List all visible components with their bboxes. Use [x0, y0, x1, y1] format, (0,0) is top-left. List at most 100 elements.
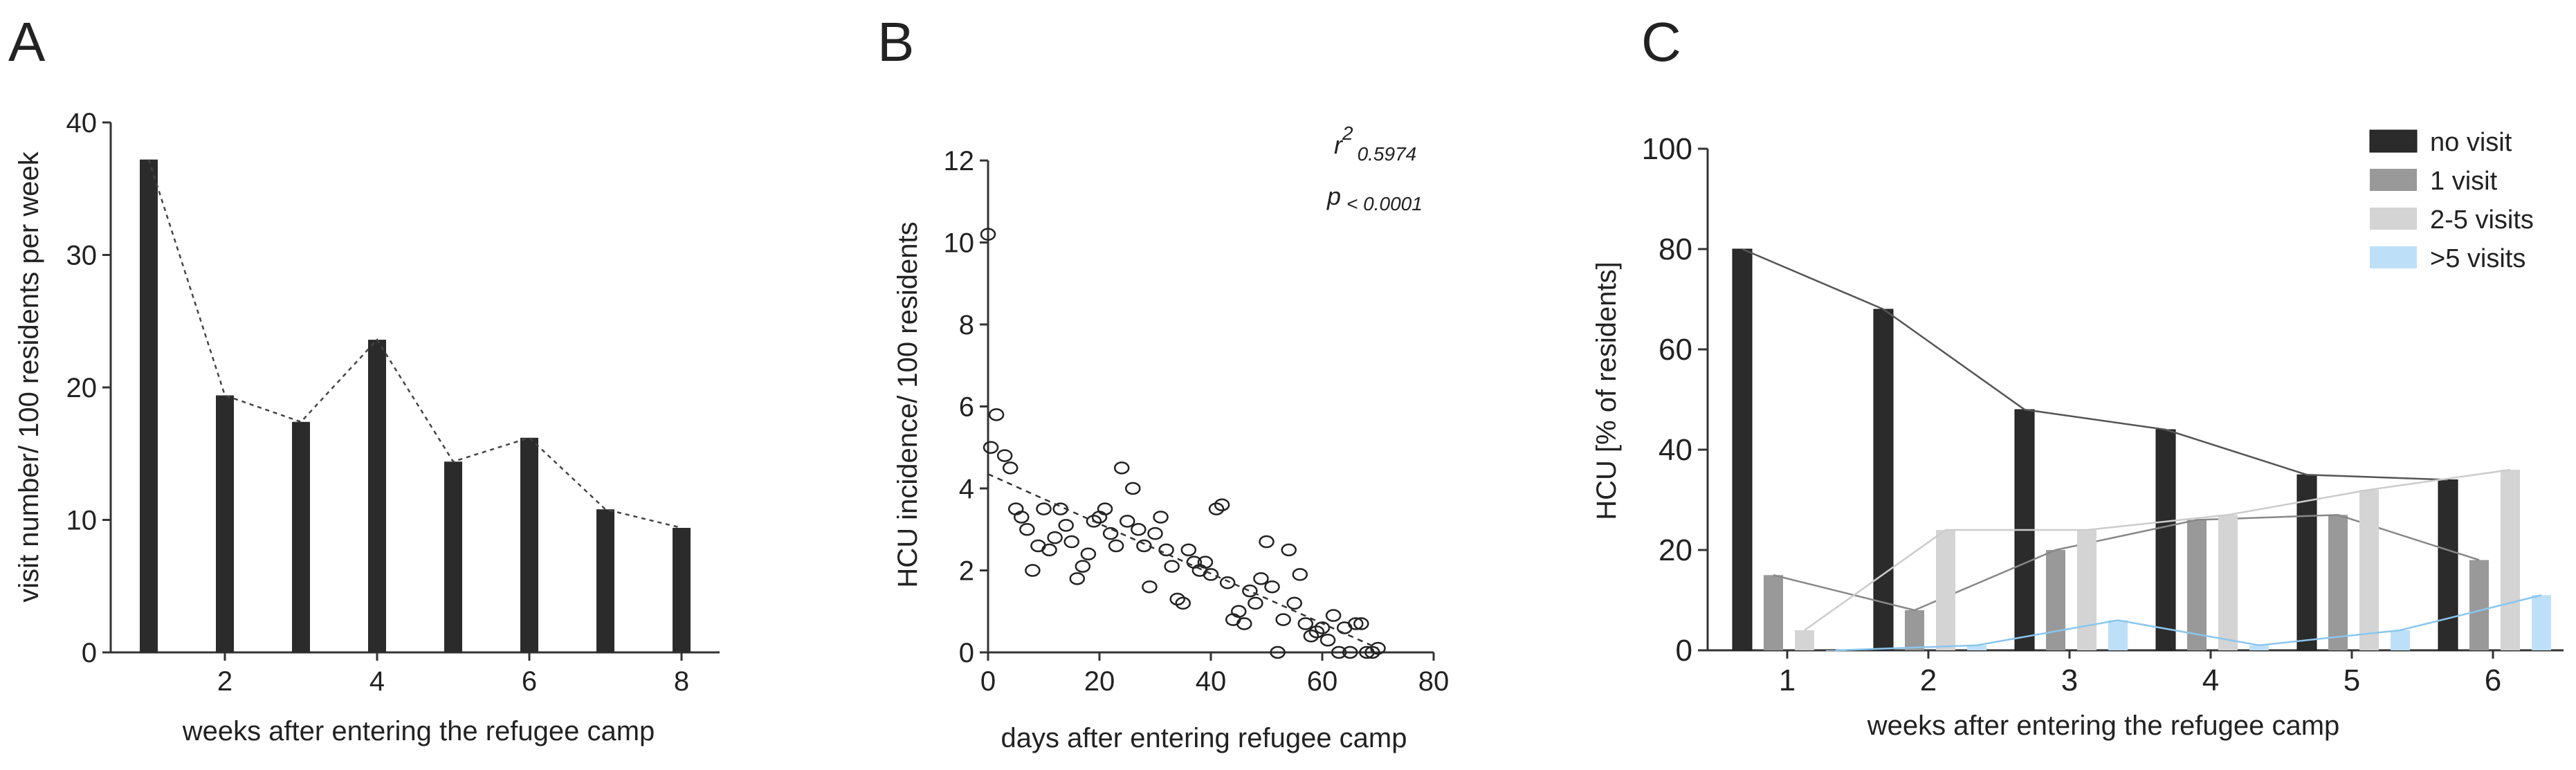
bar--5-visits [2532, 595, 2551, 650]
panel-a-letter: A [8, 11, 46, 73]
panel-a-chart: weeks after entering the refugee camp vi… [14, 108, 720, 746]
legend-swatch [2370, 246, 2417, 268]
y-tick-label: 12 [944, 146, 975, 176]
panel-c-chart: weeks after entering the refugee camp HC… [1591, 128, 2564, 741]
r-symbol: r [1334, 131, 1344, 159]
panel-b-xlabel: days after entering refugee camp [1001, 723, 1407, 753]
bar [216, 395, 234, 652]
y-tick-label: 20 [1659, 533, 1692, 567]
series-line [1742, 248, 2449, 481]
data-point [1080, 547, 1097, 561]
data-point [1108, 539, 1124, 553]
data-point [1036, 502, 1052, 515]
trend-line [147, 159, 682, 529]
y-tick-label: 10 [944, 228, 975, 259]
bar [368, 340, 386, 652]
data-point [1308, 625, 1325, 639]
data-point [1153, 511, 1169, 524]
data-point [1136, 539, 1152, 553]
x-tick-label: 1 [1779, 663, 1796, 697]
data-point [1097, 502, 1113, 515]
bar-no-visit [2438, 479, 2458, 651]
legend-swatch [2370, 208, 2417, 230]
x-tick-label: 6 [522, 666, 537, 697]
data-point [1214, 498, 1230, 511]
data-point [1019, 523, 1035, 536]
data-point [1086, 515, 1102, 528]
bar-2-5-visits [2218, 515, 2238, 650]
data-point [1264, 580, 1280, 594]
data-point [1297, 617, 1314, 630]
y-tick-label: 60 [1659, 333, 1692, 367]
bar-1-visit [1764, 575, 1783, 650]
data-point [1147, 526, 1163, 540]
data-point [1331, 645, 1347, 659]
data-point [1203, 568, 1219, 581]
x-tick-label: 2 [1920, 663, 1937, 697]
data-point [980, 228, 996, 241]
data-point [1025, 564, 1041, 577]
data-point [1164, 560, 1180, 573]
y-tick-label: 40 [66, 108, 98, 138]
bar-1-visit [2469, 560, 2489, 650]
data-point [1197, 556, 1214, 569]
x-tick-label: 20 [1084, 666, 1115, 697]
bar-1-visit [2187, 520, 2207, 650]
data-point [1063, 535, 1079, 549]
bar--5-visits [2249, 645, 2269, 650]
data-point [1058, 519, 1074, 532]
y-tick-label: 2 [959, 556, 974, 587]
data-point [1120, 515, 1135, 528]
legend-label: 1 visit [2430, 167, 2498, 196]
bar [520, 437, 538, 652]
data-point [988, 408, 1005, 421]
data-point [1364, 645, 1380, 659]
data-point [1270, 645, 1286, 659]
data-point [1319, 633, 1336, 647]
bar-2-5-visits [2359, 490, 2379, 650]
bar--5-visits [1967, 645, 1986, 650]
r-squared-value: 0.5974 [1358, 143, 1417, 165]
panel-a-xlabel: weeks after entering the refugee camp [182, 716, 655, 746]
bar-2-5-visits [1795, 630, 1814, 650]
y-tick-label: 0 [959, 638, 974, 668]
data-point [1370, 641, 1386, 655]
legend-label: 2-5 visits [2430, 205, 2534, 235]
data-point [1303, 630, 1319, 643]
x-tick-label: 40 [1196, 666, 1227, 697]
data-point [1292, 568, 1308, 581]
data-point [1142, 580, 1158, 594]
bar [444, 461, 462, 652]
x-tick-label: 4 [369, 666, 385, 697]
data-point [1102, 526, 1119, 540]
y-tick-label: 0 [1676, 634, 1692, 668]
bar-2-5-visits [2501, 470, 2520, 650]
bar--5-visits [2108, 620, 2128, 650]
data-point [1342, 645, 1358, 659]
data-point [1259, 535, 1275, 549]
y-tick-label: 6 [959, 392, 974, 423]
x-tick-label: 60 [1307, 666, 1338, 697]
data-point [1113, 461, 1130, 475]
bar-2-5-visits [2077, 530, 2097, 650]
panel-c-xlabel: weeks after entering the refugee camp [1867, 711, 2340, 741]
series-line [1835, 594, 2542, 652]
data-point [996, 449, 1013, 462]
y-tick-label: 100 [1642, 132, 1692, 166]
data-point [1002, 461, 1018, 475]
legend-swatch [2369, 129, 2418, 153]
bar [673, 527, 691, 652]
data-point [1281, 543, 1297, 557]
p-value-annotation: p < 0.0001 [1326, 182, 1423, 214]
p-value: < 0.0001 [1346, 193, 1423, 214]
data-point [983, 441, 999, 454]
data-point [1325, 609, 1342, 622]
data-point [1314, 621, 1331, 634]
y-tick-label: 20 [66, 373, 98, 403]
legend-swatch [2370, 169, 2417, 191]
bar [140, 159, 158, 652]
data-point [1208, 502, 1225, 515]
data-point [1219, 576, 1236, 589]
data-point [1286, 596, 1302, 610]
